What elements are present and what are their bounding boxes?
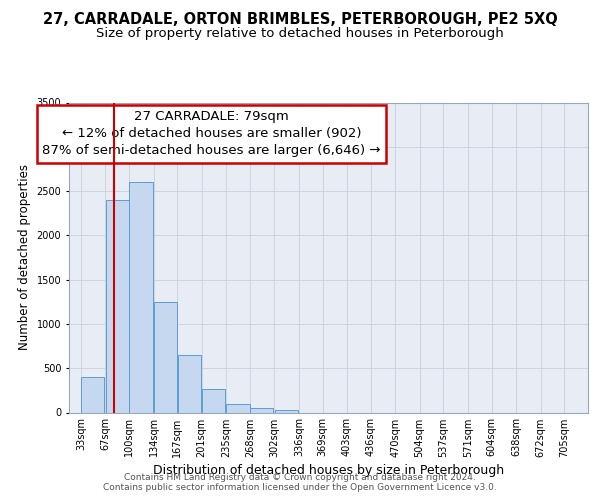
Bar <box>202 390 225 412</box>
Text: 27, CARRADALE, ORTON BRIMBLES, PETERBOROUGH, PE2 5XQ: 27, CARRADALE, ORTON BRIMBLES, PETERBORO… <box>43 12 557 28</box>
X-axis label: Distribution of detached houses by size in Peterborough: Distribution of detached houses by size … <box>153 464 504 476</box>
Bar <box>226 404 250 412</box>
Text: Size of property relative to detached houses in Peterborough: Size of property relative to detached ho… <box>96 28 504 40</box>
Text: Contains public sector information licensed under the Open Government Licence v3: Contains public sector information licen… <box>103 484 497 492</box>
Text: Contains HM Land Registry data © Crown copyright and database right 2024.: Contains HM Land Registry data © Crown c… <box>124 474 476 482</box>
Text: 27 CARRADALE: 79sqm
← 12% of detached houses are smaller (902)
87% of semi-detac: 27 CARRADALE: 79sqm ← 12% of detached ho… <box>43 110 381 158</box>
Bar <box>250 408 274 412</box>
Bar <box>178 355 201 412</box>
Bar <box>81 377 104 412</box>
Y-axis label: Number of detached properties: Number of detached properties <box>18 164 31 350</box>
Bar <box>275 410 298 412</box>
Bar <box>130 182 152 412</box>
Bar <box>106 200 129 412</box>
Bar <box>154 302 177 412</box>
